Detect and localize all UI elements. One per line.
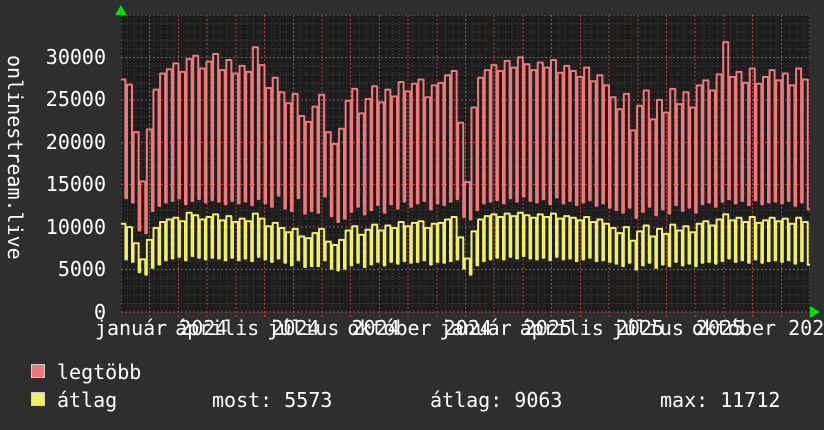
x-axis-arrow-icon <box>810 306 820 318</box>
legend-swatch-atlag <box>31 392 45 406</box>
x-tick-label: július 2025 <box>611 316 745 340</box>
y-tick-label: 5000 <box>57 257 106 282</box>
x-tick-label: április 2024 <box>175 316 320 340</box>
plot-area <box>121 15 810 317</box>
x-tick-label: január 2025 <box>439 316 572 340</box>
y-tick-label: 20000 <box>45 129 106 154</box>
stat-max: max: 11712 <box>660 388 781 412</box>
y-axis-title: onlinestream.live <box>3 55 27 260</box>
x-tick-label: április 2025 <box>519 316 665 340</box>
stat-most: most: 5573 <box>212 388 333 412</box>
x-tick-label: január 2024 <box>94 316 228 340</box>
y-tick-label: 10000 <box>45 214 106 239</box>
x-tick-label: október 2025 <box>691 316 824 340</box>
y-axis-arrow-icon <box>115 5 127 15</box>
stat-atlag: átlag: 9063 <box>430 388 563 412</box>
y-tick-label: 0 <box>93 299 106 324</box>
legend-label-atlag: átlag <box>57 388 118 412</box>
y-tick-label: 25000 <box>45 87 106 112</box>
y-tick-label: 30000 <box>45 44 106 69</box>
legend-row-legtobb: legtöbb <box>0 360 824 384</box>
legend-swatch-legtobb <box>31 364 45 378</box>
legend-row-atlag: átlag most: 5573 átlag: 9063 max: 11712 <box>0 388 824 412</box>
legend-label-legtobb: legtöbb <box>57 360 142 384</box>
x-tick-label: október 2024 <box>347 316 492 340</box>
x-tick-label: július 2024 <box>267 316 400 340</box>
y-tick-label: 15000 <box>45 172 106 197</box>
